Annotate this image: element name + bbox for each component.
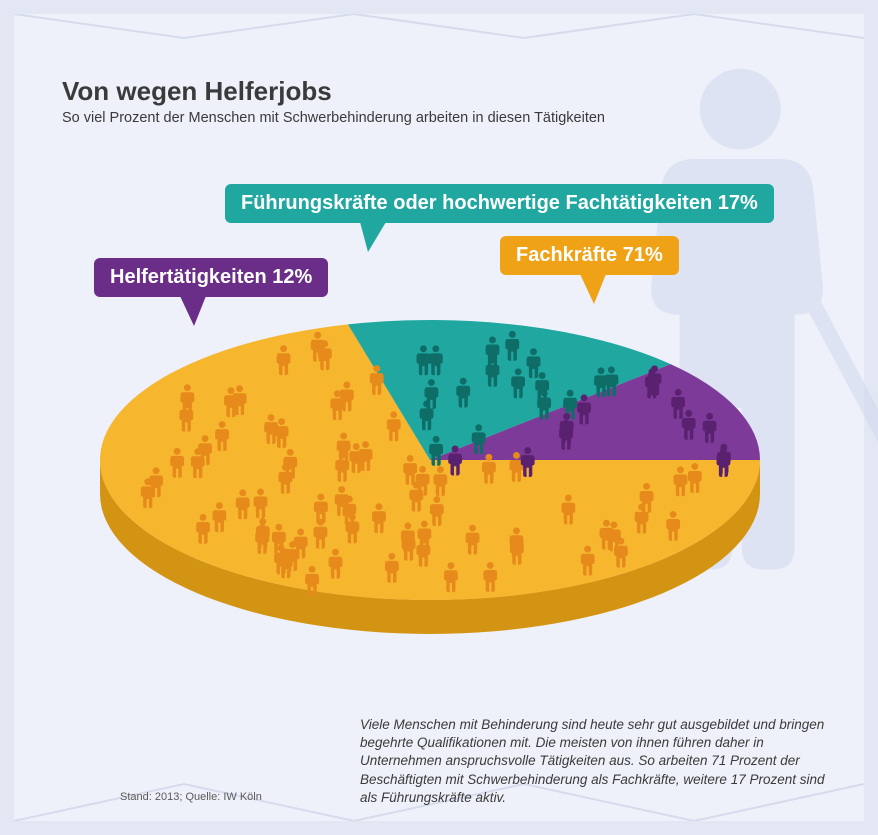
description-text: Viele Menschen mit Behinderung sind heut… <box>360 716 830 807</box>
page-background: Von wegen Helferjobs So viel Prozent der… <box>0 0 878 835</box>
callout-label: Helfertätigkeiten 12% <box>110 266 312 288</box>
callout-tail-icon <box>180 296 206 326</box>
callout-label: Fachkräfte 71% <box>516 244 663 266</box>
callout-fachkraefte: Fachkräfte 71% <box>500 236 679 275</box>
callout-fuehrungskraefte: Führungskräfte oder hochwertige Fachtäti… <box>225 184 774 223</box>
page-title: Von wegen Helferjobs <box>62 76 332 107</box>
callout-helfertaetigkeiten: Helfertätigkeiten 12% <box>94 258 328 297</box>
callout-label: Führungskräfte oder hochwertige Fachtäti… <box>241 192 758 214</box>
page-subtitle: So viel Prozent der Menschen mit Schwerb… <box>62 110 605 126</box>
source-line: Stand: 2013; Quelle: IW Köln <box>120 791 262 803</box>
pie-chart-3d: Führungskräfte oder hochwertige Fachtäti… <box>60 190 800 650</box>
callout-tail-icon <box>360 222 386 252</box>
callout-tail-icon <box>580 274 606 304</box>
